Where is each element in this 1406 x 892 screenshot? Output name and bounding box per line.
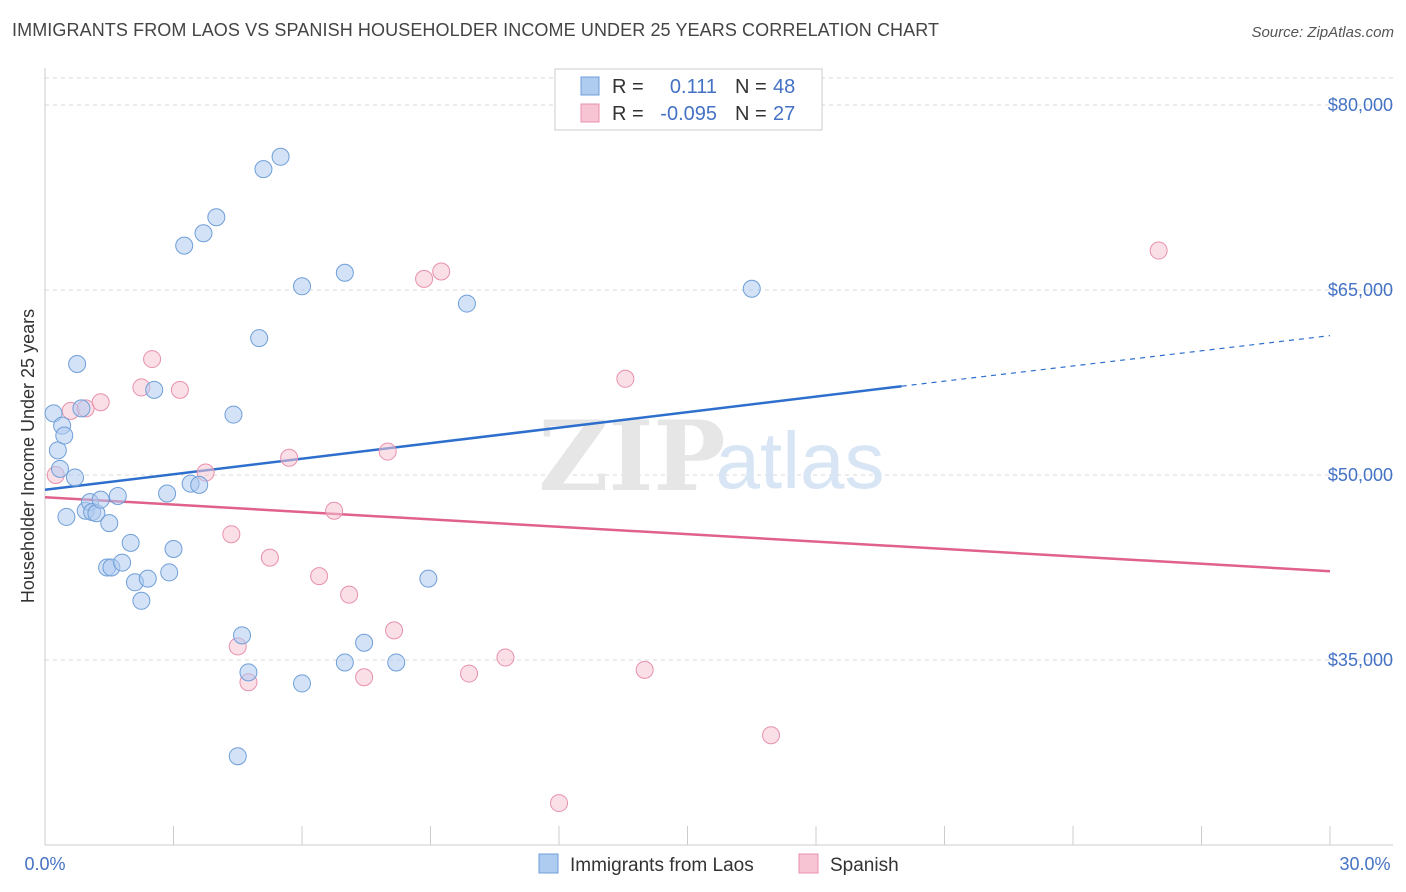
data-point-spanish [496, 648, 515, 667]
gridlines [45, 77, 1393, 661]
series-spanish [46, 241, 1168, 813]
stats-legend: R = 0.111 N = 48 R = -0.095 N = 27 [554, 68, 823, 131]
legend-r-value-spanish: -0.095 [660, 103, 717, 125]
data-point-laos [254, 160, 273, 179]
data-point-laos [121, 533, 140, 552]
legend-n-value-spanish: 27 [773, 103, 795, 125]
x-tick-label-max: 30.0% [1339, 854, 1390, 874]
y-tick-label: $65,000 [1328, 280, 1393, 300]
data-point-spanish [432, 262, 451, 281]
data-point-spanish [355, 668, 374, 687]
data-point-laos [50, 459, 69, 478]
data-point-laos [108, 486, 127, 505]
legend-n-value-laos: 48 [773, 76, 795, 98]
data-point-spanish [635, 660, 654, 679]
watermark: ZIP atlas [538, 400, 884, 513]
y-tick-label: $35,000 [1328, 650, 1393, 670]
data-point-laos [175, 236, 194, 255]
data-point-spanish [280, 448, 299, 467]
trend-lines [44, 335, 1331, 573]
data-point-laos [113, 553, 132, 572]
data-point-laos [335, 653, 354, 672]
data-point-laos [138, 569, 157, 588]
data-point-spanish [222, 525, 241, 544]
legend-swatch-spanish [580, 103, 600, 123]
data-point-spanish [340, 585, 359, 604]
data-point-laos [228, 747, 247, 766]
data-point-laos [65, 468, 84, 487]
data-point-laos [387, 653, 406, 672]
bottom-legend-swatch-spanish [798, 853, 819, 874]
data-point-spanish [170, 380, 189, 399]
data-point-laos [293, 674, 311, 693]
data-point-laos [68, 355, 87, 373]
bottom-legend-label-laos: Immigrants from Laos [570, 855, 754, 876]
data-point-spanish [1149, 241, 1168, 260]
legend-r-value-laos: 0.111 [670, 76, 717, 98]
data-point-laos [158, 484, 177, 503]
trend-line-laos-extension [901, 335, 1331, 387]
legend-r-label-spanish: R = [612, 103, 644, 125]
data-point-spanish [415, 269, 434, 288]
watermark-zip: ZIP [538, 400, 725, 513]
data-point-laos [132, 591, 151, 610]
chart-source: Source: ZipAtlas.com [1251, 24, 1394, 41]
data-point-laos [239, 663, 258, 682]
x-axis-ticks [44, 826, 1331, 845]
data-point-laos [293, 277, 311, 296]
data-point-spanish [385, 621, 404, 640]
data-point-spanish [378, 442, 397, 461]
data-point-laos [335, 263, 354, 282]
legend-n-label-spanish: N = [735, 103, 767, 125]
data-point-laos [164, 540, 183, 558]
series-laos [44, 147, 761, 766]
chart-title: IMMIGRANTS FROM LAOS VS SPANISH HOUSEHOL… [12, 20, 940, 40]
data-point-laos [355, 633, 374, 652]
data-point-spanish [762, 726, 781, 745]
data-point-laos [194, 224, 213, 243]
legend-swatch-laos [580, 76, 600, 96]
data-point-laos [207, 208, 226, 227]
trend-line-spanish [44, 495, 1331, 573]
data-point-laos [72, 399, 91, 418]
data-point-spanish [143, 350, 162, 369]
data-point-laos [57, 507, 76, 526]
y-tick-label: $50,000 [1328, 465, 1393, 485]
data-point-spanish [260, 548, 279, 567]
bottom-legend-swatch-laos [538, 853, 559, 874]
data-point-laos [55, 426, 74, 445]
bottom-legend-label-spanish: Spanish [830, 855, 899, 876]
data-point-spanish [550, 794, 568, 813]
series-legend: Immigrants from Laos Spanish [538, 853, 899, 876]
legend-r-label-laos: R = [612, 76, 644, 98]
data-point-spanish [616, 369, 635, 388]
data-point-laos [233, 626, 252, 645]
data-point-laos [91, 490, 110, 509]
data-point-laos [457, 294, 476, 313]
legend-n-label-laos: N = [735, 76, 767, 98]
data-point-laos [190, 475, 209, 494]
data-point-spanish [460, 664, 479, 683]
data-point-laos [250, 329, 269, 348]
watermark-atlas: atlas [716, 416, 885, 505]
data-point-laos [100, 514, 119, 533]
data-point-laos [419, 569, 438, 588]
data-point-laos [145, 380, 164, 399]
data-point-laos [44, 404, 63, 423]
y-axis-labels: $35,000 $50,000 $65,000 $80,000 [1328, 95, 1393, 670]
data-point-laos [160, 563, 179, 582]
data-point-laos [224, 405, 243, 424]
y-axis-title: Householder Income Under 25 years [18, 309, 38, 603]
data-point-laos [742, 279, 761, 298]
data-point-laos [271, 147, 290, 166]
data-point-spanish [91, 393, 110, 412]
data-point-spanish [310, 567, 329, 586]
data-point-spanish [325, 501, 344, 520]
y-tick-label: $80,000 [1328, 95, 1393, 115]
x-tick-label-min: 0.0% [24, 854, 65, 874]
trend-line-laos [44, 384, 902, 492]
